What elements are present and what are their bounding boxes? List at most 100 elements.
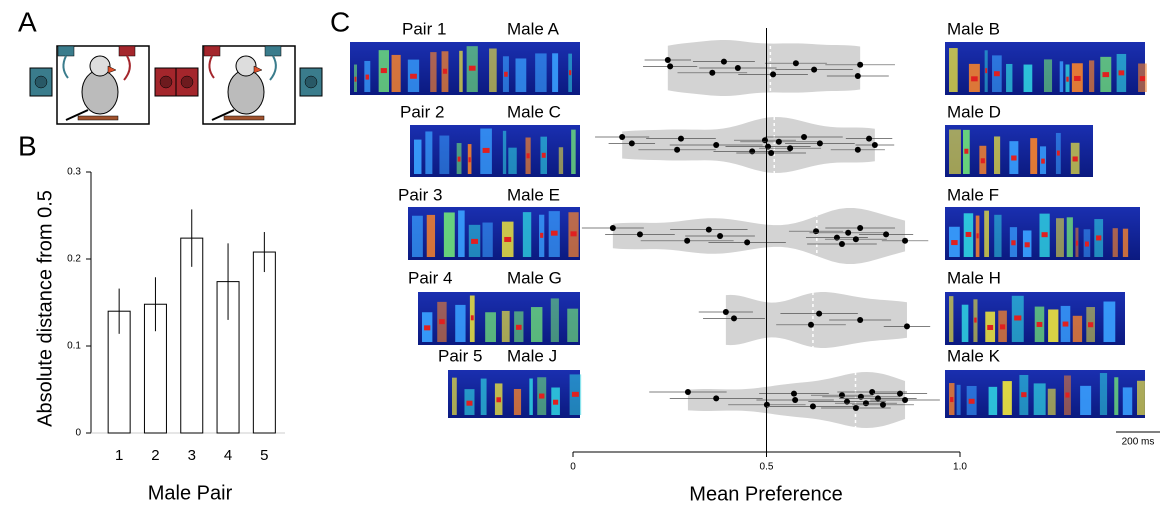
violin	[725, 292, 907, 348]
spectrogram-syllable	[489, 48, 497, 92]
spectrogram-syllable	[1056, 218, 1064, 257]
spectrogram-hotspot	[470, 315, 474, 321]
spectrogram-syllable	[414, 139, 422, 174]
spectrogram-syllable	[961, 304, 969, 342]
spectrogram-syllable	[988, 386, 998, 415]
x-tick-label: 1	[115, 447, 123, 464]
spectrogram-hotspot	[553, 399, 559, 405]
spectrogram-syllable	[480, 378, 487, 415]
male-label: Male F	[947, 185, 999, 204]
data-point	[619, 134, 626, 140]
spectrogram-syllable	[501, 310, 510, 342]
spectrogram-syllable	[1122, 387, 1133, 415]
data-point	[768, 150, 775, 156]
spectrogram-syllable	[1047, 388, 1056, 415]
data-point	[667, 63, 674, 70]
data-point	[664, 57, 671, 63]
data-point	[879, 401, 886, 408]
spectrogram-syllable	[485, 312, 496, 342]
data-point	[749, 148, 756, 155]
spectrogram-syllable	[994, 136, 1001, 174]
spectrogram-syllable	[502, 130, 507, 174]
data-point	[852, 405, 859, 411]
data-point	[862, 400, 869, 407]
data-point	[838, 241, 845, 247]
spectrogram-hotspot	[1066, 76, 1069, 82]
spectrogram-syllable	[1080, 385, 1092, 415]
panel-label: B	[18, 130, 37, 161]
spectrogram-syllable	[558, 147, 564, 174]
y-axis-label: Absolute distance from 0.5	[34, 190, 56, 427]
violin	[612, 208, 906, 264]
spectrogram-hotspot	[968, 398, 975, 404]
spectrogram-hotspot	[980, 158, 985, 164]
spectrogram-syllable	[529, 378, 533, 415]
spectrogram-hotspot	[950, 397, 954, 403]
spectrogram-syllable	[571, 129, 576, 174]
spectrogram-hotspot	[993, 71, 1000, 77]
x-tick-label: 4	[224, 447, 232, 464]
data-point	[770, 71, 777, 78]
illustration	[29, 45, 323, 125]
data-point	[722, 309, 729, 315]
spectrogram-syllable	[1023, 64, 1033, 92]
x-tick-label: 1.0	[953, 462, 967, 473]
spectrogram-syllable	[412, 215, 423, 257]
spectrogram-hotspot	[1065, 392, 1070, 398]
spectrogram-hotspot	[569, 70, 572, 76]
data-point	[717, 233, 724, 239]
data-point	[869, 389, 876, 395]
spectrogram-hotspot	[354, 76, 357, 82]
spectrogram-syllable	[1072, 315, 1083, 342]
pair-label: Pair 2	[400, 102, 444, 121]
spectrogram-syllable	[425, 131, 433, 174]
data-point	[761, 137, 768, 144]
spectrogram-hotspot	[1041, 158, 1045, 164]
data-point	[801, 134, 808, 140]
spectrogram-syllable	[1048, 309, 1059, 342]
spectrogram-hotspot	[539, 393, 545, 399]
y-tick-label: 0.3	[67, 167, 81, 178]
spectrogram-hotspot	[1072, 156, 1078, 162]
spectrogram-syllable	[567, 308, 579, 342]
data-point	[730, 315, 737, 322]
data-point	[838, 392, 845, 399]
spectrogram-hotspot	[1036, 321, 1043, 327]
spectrogram-syllable	[1112, 228, 1118, 257]
data-point	[684, 389, 691, 395]
spectrogram-syllable	[443, 212, 455, 257]
data-point	[852, 236, 859, 243]
spectrogram-hotspot	[1102, 72, 1110, 78]
data-point	[674, 146, 681, 153]
spectrogram-syllable	[482, 222, 493, 257]
spectrogram-hotspot	[410, 73, 417, 79]
data-point	[609, 225, 616, 231]
spectrogram-hotspot	[504, 71, 508, 77]
spectrogram-hotspot	[1024, 242, 1030, 248]
spectrogram-hotspot	[985, 68, 988, 74]
data-point	[902, 237, 909, 244]
spectrogram-hotspot	[571, 391, 579, 397]
spectrograms	[350, 42, 1147, 418]
spectrogram-hotspot	[468, 157, 471, 163]
spectrogram-hotspot	[1021, 392, 1027, 398]
data-point	[792, 60, 799, 67]
spectrogram-syllable	[1066, 217, 1073, 257]
x-axis-label: Male Pair	[148, 482, 233, 504]
data-point	[897, 390, 904, 397]
spectrogram-syllable	[452, 377, 457, 415]
panel-label: C	[330, 6, 350, 37]
spectrogram-hotspot	[471, 238, 478, 244]
data-point	[811, 66, 818, 73]
spectrogram-syllable	[1089, 60, 1095, 92]
pair-label: Pair 4	[408, 268, 452, 287]
male-label: Male J	[507, 346, 557, 365]
spectrogram-hotspot	[1011, 240, 1016, 246]
pair-label: Pair 1	[402, 19, 446, 38]
spectrogram-syllable	[994, 214, 1002, 257]
spectrogram-syllable	[458, 210, 465, 257]
spectrogram-syllable	[522, 212, 532, 257]
spectrogram-hotspot	[466, 400, 473, 406]
spectrogram-syllable	[956, 384, 961, 415]
